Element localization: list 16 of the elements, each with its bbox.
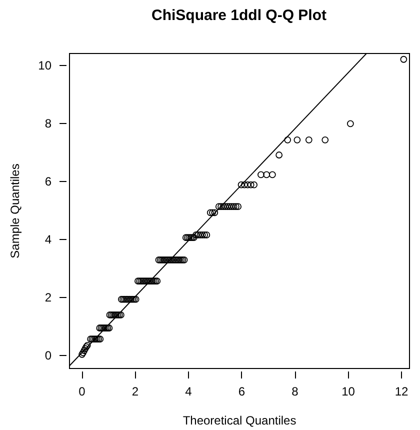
x-tick-label: 6 bbox=[238, 384, 246, 398]
x-axis-title: Theoretical Quantiles bbox=[182, 414, 296, 428]
y-tick-label: 4 bbox=[44, 232, 52, 247]
x-tick-label: 10 bbox=[342, 384, 356, 398]
x-tick-label: 8 bbox=[292, 384, 299, 398]
y-tick-label: 6 bbox=[44, 174, 52, 189]
y-tick-label: 2 bbox=[44, 290, 52, 304]
x-tick-label: 2 bbox=[132, 384, 139, 398]
y-tick-label: 10 bbox=[38, 58, 52, 73]
y-tick-label: 0 bbox=[44, 348, 52, 362]
x-tick-label: 0 bbox=[78, 384, 86, 398]
x-tick-label: 12 bbox=[394, 384, 409, 398]
chart-title: ChiSquare 1ddl Q-Q Plot bbox=[151, 7, 327, 24]
y-axis-title: Sample Quantiles bbox=[8, 164, 22, 258]
y-tick-label: 8 bbox=[44, 116, 52, 131]
x-tick-label: 4 bbox=[185, 384, 192, 398]
